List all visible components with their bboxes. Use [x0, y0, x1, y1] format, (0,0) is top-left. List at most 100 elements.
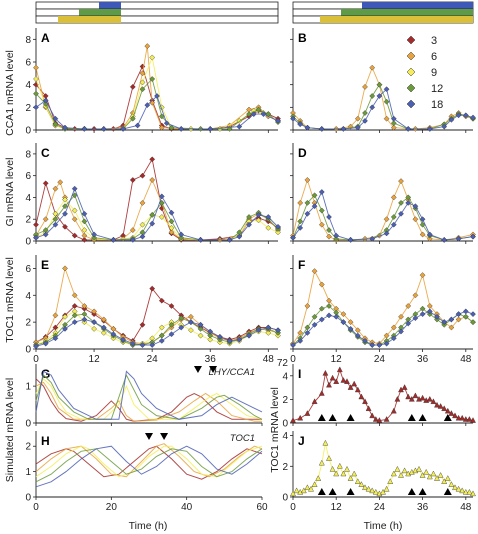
data-point-C-6 [81, 232, 88, 239]
data-point-D-12 [311, 192, 318, 199]
data-point-F-18 [398, 328, 404, 335]
arrow-marker-H [145, 433, 153, 440]
time-marker-I [328, 414, 337, 421]
data-point-A-9 [139, 79, 146, 86]
data-point-F-18 [362, 338, 368, 344]
data-point-C-6 [129, 227, 136, 233]
data-point-E-3 [139, 321, 146, 328]
data-point-D-12 [326, 227, 332, 233]
data-point-C-9 [62, 196, 68, 203]
x-tick-label-H: 20 [106, 502, 118, 513]
data-point-I-3 [383, 416, 390, 422]
data-point-F-12 [318, 305, 325, 312]
data-point-J-9 [423, 468, 430, 475]
data-point-B-18 [426, 126, 433, 132]
data-point-D-6 [426, 235, 433, 242]
data-point-C-6 [52, 185, 59, 192]
data-point-E-12 [178, 315, 185, 321]
data-point-D-6 [419, 231, 426, 238]
y-tick-label-E: 0 [25, 345, 31, 356]
legend-swatch-12 [406, 83, 416, 93]
xlabel-sim: Time (h) [129, 520, 168, 532]
data-point-J-9 [470, 490, 476, 497]
data-point-I-3 [311, 398, 318, 404]
y-tick-label-A: 8 [25, 35, 31, 46]
data-point-B-18 [318, 126, 325, 132]
data-point-D-12 [390, 214, 397, 220]
data-point-D-18 [318, 189, 325, 195]
data-point-F-12 [462, 313, 469, 320]
data-point-I-3 [362, 398, 368, 404]
data-point-I-3 [412, 392, 419, 399]
panel-label-F: F [298, 258, 305, 272]
data-point-A-18 [42, 97, 49, 104]
data-point-C-18 [255, 212, 262, 218]
data-point-B-12 [390, 120, 397, 127]
time-marker-I [443, 414, 452, 421]
series-line-H-18 [35, 445, 263, 488]
legend-swatch-9 [406, 67, 416, 77]
y-tick-label-H: 1 [25, 467, 31, 478]
time-marker-J [346, 488, 355, 495]
data-point-J-9 [365, 485, 372, 492]
data-point-J-9 [300, 487, 307, 494]
y-tick-label-A: 4 [25, 80, 31, 91]
data-point-D-18 [311, 203, 318, 210]
data-point-B-6 [362, 84, 368, 90]
x-tick-label-F: 48 [460, 354, 472, 365]
data-point-B-12 [376, 81, 383, 88]
data-point-J-9 [362, 484, 368, 490]
panel-C: 0 2 4 6 8 C [25, 143, 281, 248]
data-point-I-3 [365, 405, 372, 411]
data-point-I-3 [336, 366, 343, 373]
y-tick-label-G: 1 [25, 382, 31, 393]
arrow-marker-G [193, 366, 202, 373]
legend: 3 6 9 12 18 [406, 35, 443, 111]
data-point-A-18 [33, 104, 39, 111]
data-point-B-6 [390, 124, 397, 131]
data-point-C-12 [168, 218, 175, 225]
data-point-D-6 [376, 232, 383, 239]
data-point-B-18 [470, 114, 476, 121]
time-marker-J [328, 488, 337, 495]
data-point-E-9 [100, 330, 107, 336]
data-point-J-9 [358, 481, 365, 487]
data-point-J-9 [390, 470, 397, 477]
time-marker-I [317, 414, 326, 421]
data-point-E-18 [62, 326, 68, 332]
time-marker-I [418, 414, 427, 421]
data-point-D-18 [426, 231, 433, 238]
data-point-F-18 [462, 308, 469, 315]
data-point-I-3 [297, 414, 304, 421]
data-point-C-6 [42, 216, 49, 223]
data-point-I-3 [466, 416, 473, 422]
data-point-F-18 [290, 342, 296, 348]
data-point-D-6 [398, 178, 404, 184]
data-point-I-3 [304, 410, 311, 416]
panel-label-D: D [298, 146, 307, 160]
x-tick-label-H: 0 [33, 502, 39, 513]
data-point-I-3 [318, 390, 325, 396]
data-point-J-9 [459, 487, 466, 494]
panel-label-E: E [41, 258, 49, 272]
legend-label-9: 9 [431, 67, 437, 79]
data-point-I-3 [322, 369, 329, 376]
y-tick-label-J: 4 [282, 431, 288, 442]
data-point-C-18 [168, 209, 175, 216]
data-point-A-18 [250, 111, 257, 117]
data-point-C-18 [42, 231, 49, 238]
data-point-D-18 [333, 232, 340, 239]
data-point-B-18 [441, 123, 448, 130]
data-point-D-12 [398, 200, 404, 206]
data-point-J-9 [448, 481, 455, 487]
data-point-E-18 [158, 338, 165, 344]
x-tick-label-J: 24 [374, 502, 386, 513]
data-point-A-18 [81, 126, 88, 132]
data-point-I-3 [340, 377, 347, 383]
y-tick-label-A: 0 [25, 126, 31, 137]
data-point-A-18 [62, 124, 68, 131]
data-point-I-3 [444, 407, 451, 414]
data-point-A-18 [275, 118, 281, 124]
